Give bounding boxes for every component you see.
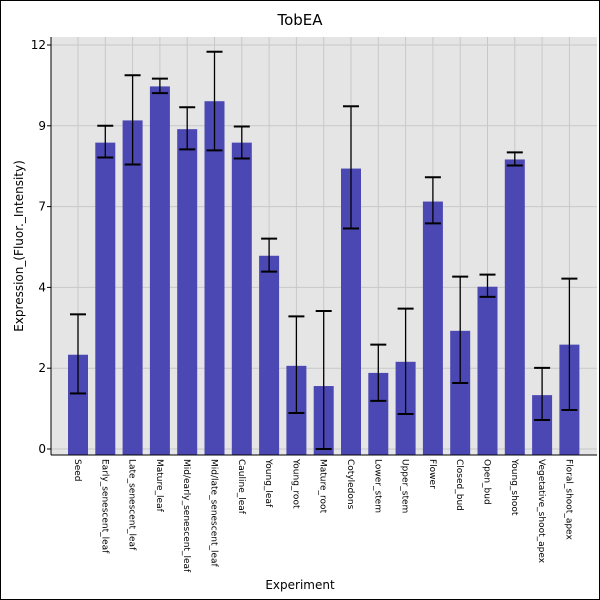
bar xyxy=(122,120,143,455)
x-tick-label: Young_root xyxy=(290,458,300,509)
x-tick-label: Young_leaf xyxy=(263,458,273,508)
bar xyxy=(368,372,389,455)
y-tick-label: 4 xyxy=(38,280,46,294)
x-tick-label: Cauline_leaf xyxy=(236,459,246,515)
x-tick-label: Mid/early_senescent_leaf xyxy=(181,459,191,573)
bar xyxy=(177,129,198,455)
y-tick-label: 7 xyxy=(38,200,46,214)
x-tick-label: Floral_shoot_apex xyxy=(563,459,573,540)
x-tick-label: Open_bud xyxy=(482,459,492,505)
y-axis-label: Expression_(Fluor._Intensity) xyxy=(12,160,26,332)
bar xyxy=(450,330,471,455)
x-tick-label: Cotyledons xyxy=(345,459,355,510)
x-tick-label: Late_senescent_leaf xyxy=(127,459,137,551)
x-tick-label: Mid/late_senescent_leaf xyxy=(209,459,219,568)
bar xyxy=(204,101,225,456)
x-axis-label: Experiment xyxy=(265,578,335,592)
bar xyxy=(68,354,88,455)
bar xyxy=(95,142,116,455)
chart-title: TobEA xyxy=(277,11,323,29)
bar xyxy=(532,395,553,455)
x-tick-label: Mature_leaf xyxy=(154,459,164,513)
x-tick-label: Flower xyxy=(427,459,437,489)
x-tick-label: Young_shoot xyxy=(509,458,519,516)
bar xyxy=(259,255,280,455)
x-tick-label: Closed_bud xyxy=(454,459,464,511)
x-tick-label: Early_senescent_leaf xyxy=(99,459,109,554)
y-tick-label: 12 xyxy=(31,38,46,52)
y-tick-label: 0 xyxy=(38,442,46,456)
x-tick-label: Upper_stem xyxy=(400,459,410,513)
x-tick-label: Vegetative_shoot_apex xyxy=(536,459,546,564)
bar xyxy=(477,286,498,455)
y-tick-label: 9 xyxy=(38,119,46,133)
y-tick-label: 2 xyxy=(38,361,46,375)
bar xyxy=(422,201,443,455)
x-tick-label: Mature_root xyxy=(318,459,328,514)
x-tick-label: Lower_stem xyxy=(372,459,382,513)
bar xyxy=(231,142,252,455)
bar xyxy=(504,159,525,455)
bar xyxy=(149,86,170,455)
bar xyxy=(341,168,361,455)
x-tick-label: Seed xyxy=(72,459,82,482)
